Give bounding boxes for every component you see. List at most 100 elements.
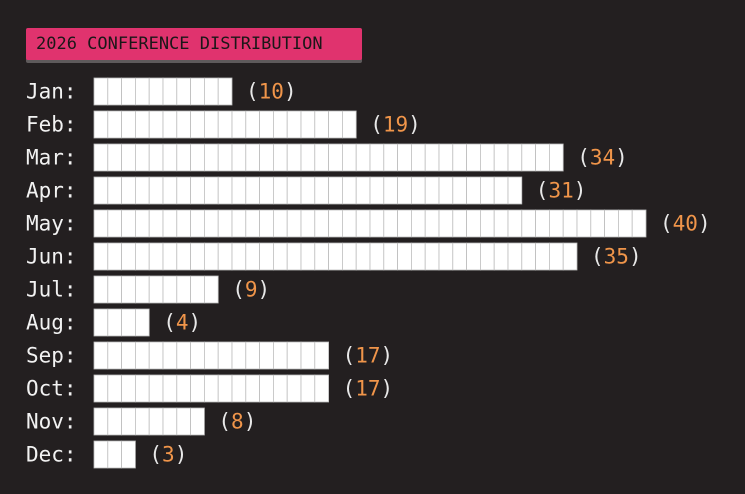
month-label: Jan: xyxy=(26,80,77,104)
bar-cell xyxy=(410,143,426,172)
bar-cell xyxy=(397,176,412,205)
bar-cell xyxy=(314,176,329,205)
bar-cell xyxy=(148,176,164,205)
bar-cell xyxy=(355,143,371,172)
month-label: Apr: xyxy=(26,179,77,203)
bar-cell xyxy=(203,110,219,139)
bar-cell xyxy=(341,209,357,238)
value-label: (10) xyxy=(246,80,297,104)
bar-cell xyxy=(176,275,192,304)
bar xyxy=(93,407,205,436)
bar-cell xyxy=(231,341,247,370)
bar-cell xyxy=(300,176,316,205)
bar-cell xyxy=(549,242,564,271)
bar-cell xyxy=(162,209,178,238)
bar-cell xyxy=(148,77,164,106)
bar-cell xyxy=(452,176,467,205)
bar-cell xyxy=(576,209,592,238)
bar-cell xyxy=(355,242,371,271)
bar-cell xyxy=(134,176,150,205)
bar-cell xyxy=(162,242,178,271)
bar-cell xyxy=(162,341,178,370)
bar-cell xyxy=(328,143,343,172)
bar-cell xyxy=(121,209,136,238)
bar-cell xyxy=(217,374,233,403)
bar xyxy=(93,143,564,172)
bar-cell xyxy=(300,341,316,370)
bar-cell xyxy=(231,143,247,172)
bar-cell xyxy=(259,341,274,370)
bar-cell xyxy=(245,341,261,370)
bar-cell xyxy=(479,209,495,238)
bar-cell xyxy=(549,143,564,172)
bar-cell xyxy=(466,242,481,271)
bar-cell xyxy=(203,242,219,271)
bar xyxy=(93,275,219,304)
bar-cell xyxy=(176,143,192,172)
bar xyxy=(93,110,357,139)
bar-cell xyxy=(134,143,150,172)
bar-cell xyxy=(121,374,136,403)
bar-cell xyxy=(452,242,467,271)
bar-cell xyxy=(162,374,178,403)
bar-cell xyxy=(272,374,288,403)
value-label: (17) xyxy=(343,377,394,401)
bar-cell xyxy=(355,176,371,205)
bar-cell xyxy=(259,242,274,271)
bar-cell xyxy=(231,242,247,271)
bar-cell xyxy=(590,209,605,238)
bar-cell xyxy=(328,110,343,139)
bar-cell xyxy=(300,143,316,172)
bar-cell xyxy=(107,440,123,469)
bar-cell xyxy=(245,374,261,403)
bar-cell xyxy=(493,143,509,172)
bar-cell xyxy=(521,242,536,271)
bar-cell xyxy=(369,143,385,172)
bar-cell xyxy=(355,209,371,238)
bar-cell xyxy=(93,275,109,304)
bar-cell xyxy=(93,209,109,238)
bar-cell xyxy=(507,242,523,271)
bar-cell xyxy=(259,209,274,238)
bar-cell xyxy=(121,110,136,139)
bar-cell xyxy=(383,176,398,205)
bar-cell xyxy=(245,209,261,238)
bar xyxy=(93,374,329,403)
bar-cell xyxy=(300,209,316,238)
bar-cell xyxy=(328,242,343,271)
bar xyxy=(93,77,233,106)
bar-cell xyxy=(162,77,178,106)
bar-cell xyxy=(245,143,261,172)
bar-cell xyxy=(438,176,454,205)
bar-cell xyxy=(176,176,192,205)
bar-cell xyxy=(107,242,123,271)
bar-cell xyxy=(134,308,150,337)
bar-cell xyxy=(438,242,454,271)
bar-cell xyxy=(162,407,178,436)
bar-cell xyxy=(121,176,136,205)
bar-cell xyxy=(217,176,233,205)
bar-cell xyxy=(121,407,136,436)
bar-cell xyxy=(383,143,398,172)
bar-cell xyxy=(245,110,261,139)
bar-cell xyxy=(562,242,578,271)
bar-cell xyxy=(190,374,205,403)
bar-cell xyxy=(272,341,288,370)
bar-cell xyxy=(217,209,233,238)
chart-title: 2026 CONFERENCE DISTRIBUTION xyxy=(26,28,362,60)
bar-cell xyxy=(190,275,205,304)
bar-cell xyxy=(397,242,412,271)
bar-cell xyxy=(121,143,136,172)
bar-cell xyxy=(203,209,219,238)
bar-cell xyxy=(231,110,247,139)
bar-cell xyxy=(286,176,302,205)
bar-cell xyxy=(93,308,109,337)
bar-cell xyxy=(383,209,398,238)
bar-cell xyxy=(190,242,205,271)
value-label: (4) xyxy=(163,311,201,335)
bar-cell xyxy=(134,77,150,106)
bar-cell xyxy=(286,341,302,370)
bar-cell xyxy=(203,374,219,403)
bar-cell xyxy=(134,407,150,436)
bar-cell xyxy=(314,110,329,139)
